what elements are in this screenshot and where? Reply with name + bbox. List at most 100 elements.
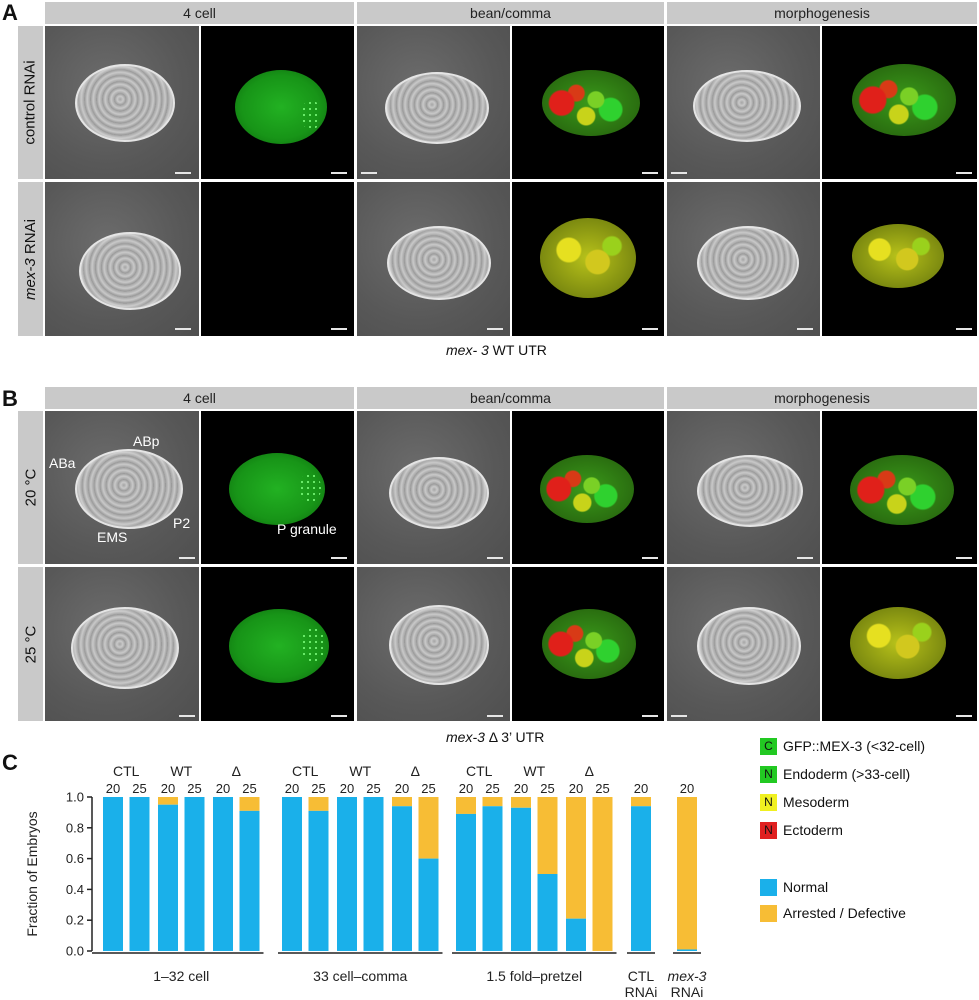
panel-a-row-control-label: control RNAi <box>22 60 40 145</box>
panel-a-row-control: control RNAi <box>18 26 43 179</box>
bar-arrested <box>592 797 613 951</box>
image-a-control-morpho-fluo <box>822 26 977 179</box>
bar-normal <box>566 918 586 951</box>
panel-a-caption-italic: mex- 3 <box>446 342 489 358</box>
bar-normal <box>537 874 558 951</box>
subgroup-label: Δ <box>411 763 420 779</box>
temperature-label: 20 <box>161 781 175 796</box>
panel-a-caption-rest: WT UTR <box>488 342 547 358</box>
legend-label-arrested: Arrested / Defective <box>783 905 906 921</box>
bar-arrested <box>677 797 697 950</box>
image-a-control-morpho-dic <box>667 26 820 179</box>
image-b-25c-morpho-fluo <box>822 567 977 721</box>
image-a-control-4cell-dic <box>45 26 199 179</box>
bar-normal <box>677 949 697 951</box>
image-a-mex3-4cell-gfp <box>201 182 354 336</box>
panel-a-row-mex3-rest: RNAi <box>22 218 39 254</box>
temperature-label: 20 <box>106 781 120 796</box>
bar-arrested <box>392 797 412 807</box>
bar-normal <box>631 806 651 951</box>
image-b-20c-morpho-dic <box>667 411 820 564</box>
temperature-label: 20 <box>459 781 473 796</box>
temperature-label: 25 <box>311 781 325 796</box>
image-b-25c-bean-fluo <box>512 567 664 721</box>
temperature-label: 20 <box>634 781 648 796</box>
bar-normal <box>158 804 178 951</box>
legend-label-endoderm: Endoderm (>33-cell) <box>783 766 911 782</box>
bar-normal <box>308 810 329 951</box>
legend-swatch-arrested <box>760 904 777 922</box>
bar-normal <box>184 797 205 951</box>
temperature-label: 25 <box>421 781 435 796</box>
image-a-mex3-bean-dic <box>357 182 510 336</box>
legend-box-endoderm: N <box>760 765 777 783</box>
temperature-label: 25 <box>132 781 146 796</box>
temperature-label: 20 <box>395 781 409 796</box>
temperature-label: 20 <box>340 781 354 796</box>
subgroup-label: WT <box>349 763 371 779</box>
panel-a-row-mex3-label: mex-3 RNAi <box>22 219 39 300</box>
bar-chart: 0.0 0.2 0.4 0.6 0.8 1.0 Fraction of Embryos 20 2… <box>24 763 707 1000</box>
legend-row-arrested: Arrested / Defective <box>760 900 975 926</box>
bar-normal <box>129 797 150 951</box>
legend-box-mesoderm: N <box>760 793 777 811</box>
subgroup-label: Δ <box>585 763 594 779</box>
temperature-label: 25 <box>540 781 554 796</box>
bar-normal <box>239 810 260 951</box>
panel-a-letter: A <box>2 0 18 25</box>
image-b-20c-4cell-gfp: P granule <box>201 411 354 564</box>
legend-row-endoderm: N Endoderm (>33-cell) <box>760 760 975 788</box>
legend-label-normal: Normal <box>783 879 829 895</box>
legend-row-normal: Normal <box>760 874 975 900</box>
panel-a-caption: mex- 3 WT UTR <box>446 342 547 358</box>
legend-row-mesoderm: N Mesoderm <box>760 788 975 816</box>
y-tick-label: 0.2 <box>66 913 84 928</box>
bar-normal <box>456 813 476 951</box>
bar-arrested <box>456 797 476 814</box>
image-a-mex3-4cell-dic <box>45 182 199 336</box>
temperature-label: 20 <box>569 781 583 796</box>
image-a-mex3-morpho-dic <box>667 182 820 336</box>
image-b-25c-4cell-dic <box>45 567 199 721</box>
bar-normal <box>482 806 503 951</box>
panel-a-col-4cell: 4 cell <box>45 2 354 24</box>
y-tick-label: 0.8 <box>66 820 84 835</box>
y-tick-label: 0.4 <box>66 882 84 897</box>
image-b-20c-bean-dic <box>357 411 510 564</box>
temperature-label: 25 <box>242 781 256 796</box>
panel-b-letter: B <box>2 386 18 411</box>
image-a-control-bean-dic <box>357 26 510 179</box>
label-abp: ABp <box>133 433 160 449</box>
bar-normal <box>418 858 439 951</box>
panel-b-row-20c: 20 °C <box>18 411 43 564</box>
legend-box-ectoderm: N <box>760 821 777 839</box>
temperature-label: 25 <box>485 781 499 796</box>
temperature-label: 20 <box>216 781 230 796</box>
group-label: 1.5 fold–pretzel <box>486 968 582 984</box>
subgroup-label: Δ <box>232 763 241 779</box>
panel-b-row-20c-label: 20 °C <box>22 468 39 507</box>
panel-c-letter: C <box>2 750 18 775</box>
panel-a-col-morpho: morphogenesis <box>667 2 977 24</box>
y-tick-label: 0.0 <box>66 944 84 959</box>
label-p-granule: P granule <box>277 521 337 537</box>
image-a-mex3-bean-fluo <box>512 182 664 336</box>
group-label: 1–32 cell <box>153 968 209 984</box>
panel-b-caption-rest: Δ 3’ UTR <box>484 729 545 745</box>
panel-a-col-bean: bean/comma <box>357 2 664 24</box>
legend-swatch-normal <box>760 878 777 896</box>
bar-normal <box>103 797 123 951</box>
image-a-control-bean-fluo <box>512 26 664 179</box>
image-b-20c-morpho-fluo <box>822 411 977 564</box>
bar-arrested <box>239 797 260 811</box>
panel-b-row-25c-label: 25 °C <box>22 625 39 663</box>
image-b-25c-bean-dic <box>357 567 510 721</box>
legend-box-gfp: C <box>760 737 777 755</box>
bar-arrested <box>308 797 329 811</box>
legend-label-gfp: GFP::MEX-3 (<32-cell) <box>783 738 925 754</box>
label-aba: ABa <box>49 455 76 471</box>
legend-row-ectoderm: N Ectoderm <box>760 816 975 844</box>
image-a-control-4cell-gfp <box>201 26 354 179</box>
temperature-label: 20 <box>285 781 299 796</box>
bar-normal <box>511 807 531 951</box>
